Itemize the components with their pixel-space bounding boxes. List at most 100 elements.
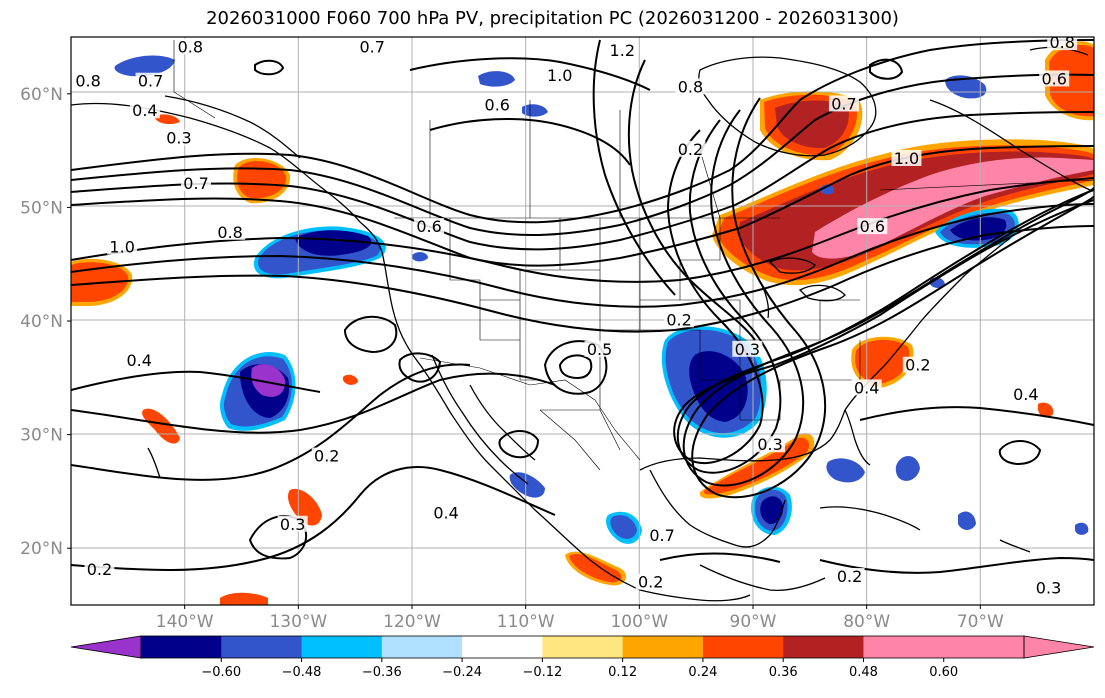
latitude-label: 50°N bbox=[20, 198, 63, 218]
contour-label: 0.7 bbox=[649, 526, 674, 545]
contour-label-halo bbox=[675, 140, 706, 157]
contour-label-halo bbox=[357, 38, 388, 55]
contour-label: 0.8 bbox=[678, 77, 703, 96]
contour-label: 0.6 bbox=[485, 96, 510, 115]
contour-label: 0.2 bbox=[87, 560, 112, 579]
colorbar-box bbox=[141, 636, 222, 658]
colorbar-box bbox=[301, 636, 383, 658]
contour-label-halo bbox=[828, 95, 859, 112]
contour-label-halo bbox=[635, 573, 666, 590]
colorbar-tick-label: −0.12 bbox=[522, 665, 562, 680]
contour-label: 0.2 bbox=[638, 573, 663, 592]
colorbar-box bbox=[221, 636, 303, 658]
contour-label-halo bbox=[181, 174, 212, 191]
contour-label: 0.2 bbox=[905, 356, 930, 375]
contour-label: 0.5 bbox=[587, 340, 612, 359]
colorbar-box bbox=[863, 636, 945, 658]
latitude-label: 60°N bbox=[20, 85, 63, 105]
contour-label: 0.6 bbox=[416, 217, 441, 236]
contour-label: 0.8 bbox=[1049, 33, 1074, 52]
map-title: 2026031000 F060 700 hPa PV, precipitatio… bbox=[206, 8, 899, 29]
colorbar-tick-label: −0.60 bbox=[201, 665, 241, 680]
contour-label-halo bbox=[163, 129, 194, 146]
colorbar-box bbox=[622, 636, 704, 658]
contour-label: 0.2 bbox=[666, 310, 691, 329]
contour-label: 0.6 bbox=[1041, 69, 1066, 88]
contour-label-halo bbox=[414, 218, 445, 235]
graticule bbox=[71, 37, 1094, 605]
contour-label-halo bbox=[755, 436, 786, 453]
contour-label: 0.3 bbox=[1036, 578, 1061, 597]
contour-label: 0.4 bbox=[433, 503, 458, 522]
longitude-label: 100°W bbox=[610, 612, 668, 632]
contour-label: 0.8 bbox=[178, 38, 203, 57]
contour-label-halo bbox=[584, 340, 615, 357]
contour-label: 0.4 bbox=[132, 101, 157, 120]
contour-label: 1.0 bbox=[894, 149, 919, 168]
contour-label: 0.2 bbox=[314, 447, 339, 466]
contour-label: 0.8 bbox=[217, 223, 242, 242]
contour-label: 0.7 bbox=[138, 72, 163, 91]
contour-label: 0.4 bbox=[854, 378, 879, 397]
contour-label: 0.3 bbox=[280, 515, 305, 534]
colorbar-extend-high bbox=[1023, 635, 1095, 659]
contour-label-halo bbox=[124, 352, 155, 369]
colorbar: −0.60 −0.48 −0.36 −0.24 −0.12 0.12 0.24 0.36 0.4… bbox=[70, 635, 1095, 680]
colorbar-outline bbox=[140, 635, 1025, 659]
contour-label-halo bbox=[1039, 70, 1070, 87]
colorbar-box bbox=[381, 636, 463, 658]
contour-label-halo bbox=[607, 42, 638, 59]
contour-label: 0.7 bbox=[183, 174, 208, 193]
contour-label-halo bbox=[73, 72, 104, 89]
colorbar-tick-label: −0.48 bbox=[282, 665, 322, 680]
contour-label-halo bbox=[675, 78, 706, 95]
contour-label-halo bbox=[834, 568, 865, 585]
latitude-label: 20°N bbox=[20, 539, 63, 559]
contour-label: 0.4 bbox=[1013, 385, 1038, 404]
colorbar-extend-low bbox=[70, 635, 142, 659]
longitude-label: 70°W bbox=[957, 612, 1004, 632]
contour-label-halo bbox=[215, 223, 246, 240]
colorbar-tick-label: −0.24 bbox=[442, 665, 482, 680]
contour-label: 0.2 bbox=[678, 140, 703, 159]
longitude-label: 130°W bbox=[269, 612, 327, 632]
colorbar-tick-label: 0.60 bbox=[929, 665, 958, 680]
contour-label: 1.0 bbox=[109, 238, 134, 257]
contour-label-halo bbox=[1047, 37, 1078, 51]
contour-label-halo bbox=[1010, 386, 1041, 403]
contour-label: 0.7 bbox=[831, 94, 856, 113]
contour-label-halo bbox=[1033, 579, 1064, 596]
contour-label-halo bbox=[135, 72, 166, 89]
map-panel bbox=[71, 37, 1094, 605]
colorbar-tick-label: 0.24 bbox=[688, 665, 717, 680]
colorbar-tick-label: 0.48 bbox=[849, 665, 878, 680]
contour-label-halo bbox=[129, 102, 160, 119]
latitude-label: 30°N bbox=[20, 426, 63, 446]
contour-label-halo bbox=[732, 340, 763, 357]
contour-label-halo bbox=[647, 527, 678, 544]
longitude-label: 80°W bbox=[843, 612, 890, 632]
contour-label-halo bbox=[482, 96, 513, 113]
contour-label-halo bbox=[431, 504, 462, 521]
contour-label: 0.3 bbox=[735, 340, 760, 359]
contour-label: 0.6 bbox=[860, 217, 885, 236]
longitude-label: 140°W bbox=[156, 612, 214, 632]
contour-label-halo bbox=[902, 356, 933, 373]
contour-label: 0.3 bbox=[757, 435, 782, 454]
contour-label-halo bbox=[107, 238, 138, 255]
colorbar-box bbox=[702, 636, 784, 658]
contour-label: 0.8 bbox=[75, 72, 100, 91]
contour-label: 0.2 bbox=[837, 567, 862, 586]
colorbar-box bbox=[943, 636, 1025, 658]
latitude-label: 40°N bbox=[20, 312, 63, 332]
colorbar-tick-label: 0.12 bbox=[608, 665, 637, 680]
contour-label-halo bbox=[664, 311, 695, 328]
colorbar-box bbox=[783, 636, 864, 658]
contour-label-halo bbox=[851, 379, 882, 396]
longitude-label: 110°W bbox=[497, 612, 555, 632]
contour-label-halo bbox=[84, 561, 115, 578]
colorbar-tick-label: −0.36 bbox=[362, 665, 402, 680]
colorbar-box bbox=[462, 636, 543, 658]
contour-label-halo bbox=[175, 38, 206, 55]
